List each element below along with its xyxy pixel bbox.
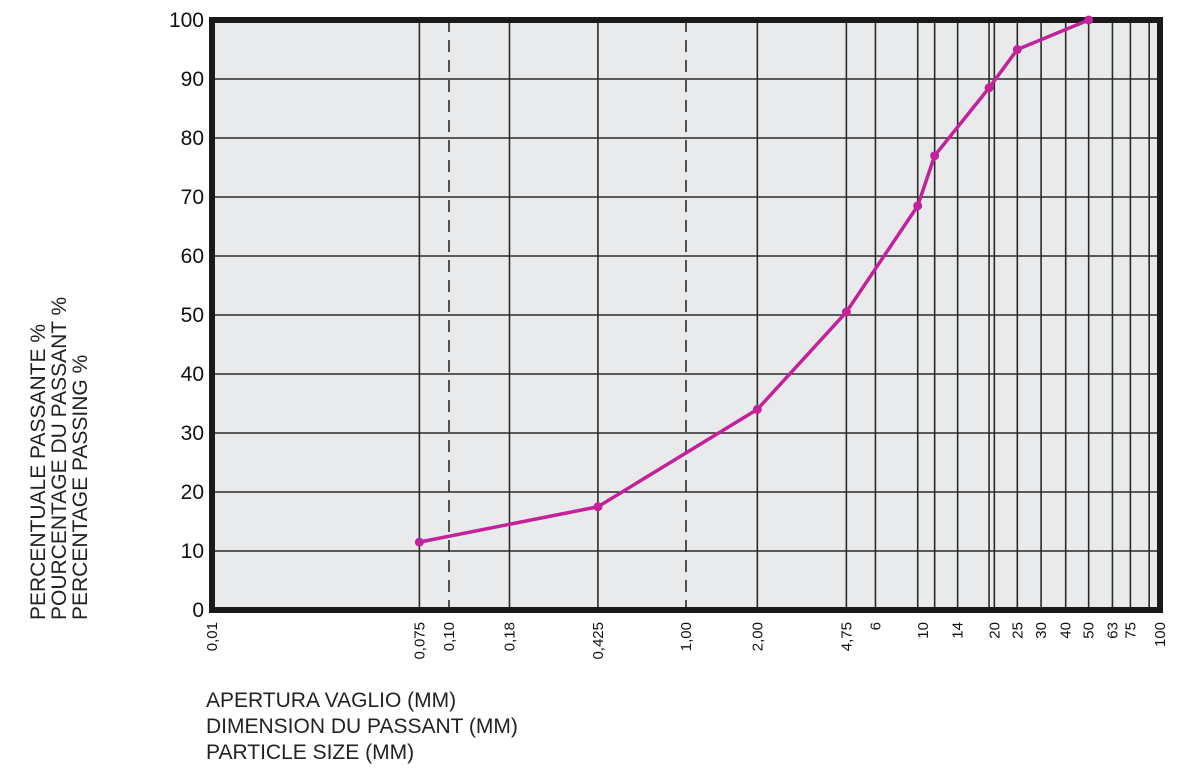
y-axis-label-it: PERCENTUALE PASSANTE % xyxy=(27,324,50,620)
x-axis-label-fr: DIMENSION DU PASSANT (MM) xyxy=(206,715,518,738)
data-point xyxy=(984,83,994,93)
y-tick-label: 20 xyxy=(181,481,204,504)
x-tick-label: 100 xyxy=(1152,622,1169,647)
x-tick-label: 0,18 xyxy=(501,622,518,651)
y-tick-label: 90 xyxy=(181,68,204,91)
x-tick-label: 14 xyxy=(950,622,967,639)
y-tick-label: 40 xyxy=(181,363,204,386)
y-axis-label-fr: POURCENTAGE DU PASSANT % xyxy=(48,297,71,620)
data-point xyxy=(593,502,603,512)
data-point xyxy=(930,151,940,161)
x-tick-label: 63 xyxy=(1104,622,1121,639)
y-tick-label: 30 xyxy=(181,422,204,445)
y-tick-labels: 0 10 20 30 40 50 60 70 80 90 100 xyxy=(169,9,204,622)
x-tick-label: 20 xyxy=(986,622,1003,639)
x-tick-label: 6 xyxy=(867,622,884,630)
x-tick-label: 0,425 xyxy=(590,622,607,660)
x-tick-label: 0,01 xyxy=(204,622,221,651)
x-tick-label: 10 xyxy=(915,622,932,639)
x-tick-label: 50 xyxy=(1081,622,1098,639)
x-axis-label-it: APERTURA VAGLIO (MM) xyxy=(206,689,457,712)
x-tick-label: 75 xyxy=(1122,622,1139,639)
data-point xyxy=(913,201,923,211)
x-tick-label: 0,10 xyxy=(441,622,458,651)
y-tick-label: 0 xyxy=(192,599,204,622)
y-axis-labels: PERCENTUALE PASSANTE % POURCENTAGE DU PA… xyxy=(27,297,92,620)
y-tick-label: 70 xyxy=(181,186,204,209)
data-point xyxy=(1012,45,1022,54)
grid-lines xyxy=(212,20,1160,610)
data-point xyxy=(1084,15,1094,25)
plot-frame xyxy=(209,17,1163,613)
x-tick-labels: 0,01 0,075 0,10 0,18 0,425 1,00 2,00 4,75 6 10 14 2… xyxy=(204,622,1169,660)
y-tick-label: 100 xyxy=(169,9,204,32)
x-tick-label: 1,00 xyxy=(678,622,695,651)
x-tick-label: 30 xyxy=(1033,622,1050,639)
x-axis-label-en: PARTICLE SIZE (MM) xyxy=(206,741,415,764)
x-tick-label: 25 xyxy=(1009,622,1026,639)
data-point xyxy=(752,404,762,414)
data-point xyxy=(841,307,851,317)
data-point xyxy=(414,537,424,547)
x-tick-label: 4,75 xyxy=(838,622,855,651)
data-series xyxy=(414,15,1094,547)
y-tick-label: 80 xyxy=(181,127,204,150)
x-tick-label: 2,00 xyxy=(749,622,766,651)
x-tick-label: 40 xyxy=(1058,622,1075,639)
x-axis-labels: APERTURA VAGLIO (MM) DIMENSION DU PASSAN… xyxy=(206,688,518,766)
x-tick-label: 0,075 xyxy=(411,622,428,660)
y-axis-label-en: PERCENTAGE PASSING % xyxy=(69,355,92,620)
y-tick-label: 50 xyxy=(181,304,204,327)
y-tick-label: 10 xyxy=(181,540,204,563)
y-tick-label: 60 xyxy=(181,245,204,268)
